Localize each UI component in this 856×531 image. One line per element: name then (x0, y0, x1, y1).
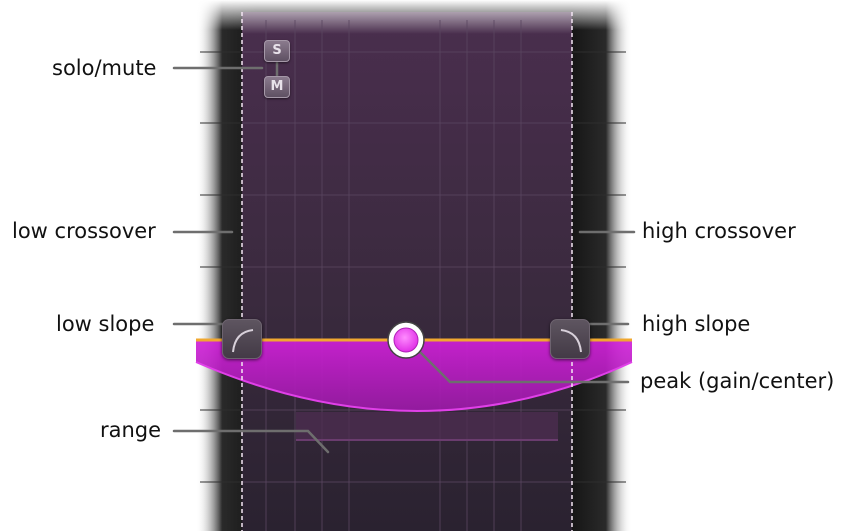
low-slope-handle[interactable] (222, 319, 262, 359)
range-callout: range (100, 418, 162, 442)
high-slope-icon (560, 329, 582, 353)
peak-handle[interactable] (386, 320, 426, 360)
high-slope-callout: high slope (642, 312, 751, 336)
low-crossover-callout: low crossover (12, 219, 156, 243)
band-curve (195, 361, 633, 412)
range-leader (172, 429, 330, 454)
range-band[interactable] (296, 412, 558, 440)
mute-button[interactable]: M (264, 76, 290, 98)
high-slope-handle[interactable] (550, 319, 590, 359)
high-crossover-callout: high crossover (642, 219, 796, 243)
solo-mute-callout: solo/mute (52, 56, 157, 80)
low-slope-callout: low slope (56, 312, 155, 336)
peak-dot-icon (387, 321, 425, 359)
low-slope-icon (232, 329, 254, 353)
peak-callout: peak (gain/center) (640, 369, 835, 393)
peak-leader (412, 344, 630, 384)
band-curve-fill (196, 340, 632, 411)
solo-button[interactable]: S (264, 40, 290, 62)
